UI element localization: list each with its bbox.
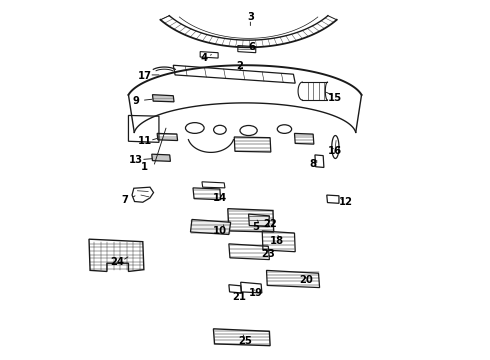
Text: 23: 23 <box>262 248 275 258</box>
Text: 2: 2 <box>236 61 243 71</box>
Text: 11: 11 <box>138 136 152 146</box>
Text: 25: 25 <box>238 336 252 346</box>
Text: 22: 22 <box>263 219 277 229</box>
Text: 17: 17 <box>138 71 151 81</box>
Text: 7: 7 <box>122 195 128 205</box>
Text: 10: 10 <box>213 226 227 236</box>
Text: 6: 6 <box>248 42 256 52</box>
Text: 3: 3 <box>247 12 254 22</box>
Text: 15: 15 <box>328 93 342 103</box>
Text: 19: 19 <box>249 288 263 298</box>
Text: 4: 4 <box>200 53 207 63</box>
Text: 13: 13 <box>128 155 143 165</box>
Text: 8: 8 <box>310 159 317 169</box>
Text: 14: 14 <box>213 193 227 203</box>
Polygon shape <box>191 220 231 234</box>
Text: 1: 1 <box>141 162 148 172</box>
Text: 12: 12 <box>339 197 352 207</box>
Text: 5: 5 <box>252 222 259 231</box>
Text: 20: 20 <box>299 275 313 285</box>
Text: 24: 24 <box>111 257 124 267</box>
Text: 21: 21 <box>233 292 246 302</box>
Text: 9: 9 <box>132 96 139 106</box>
Polygon shape <box>248 214 270 226</box>
Text: 18: 18 <box>270 236 284 246</box>
Text: 16: 16 <box>328 146 342 156</box>
